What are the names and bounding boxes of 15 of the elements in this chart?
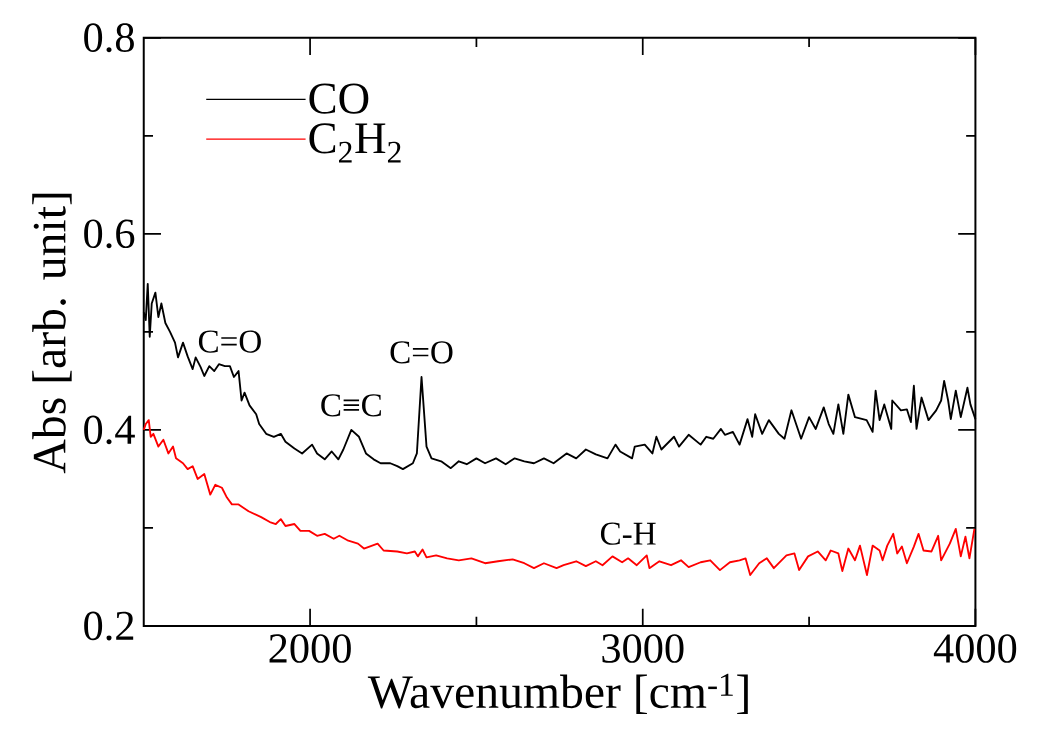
annotation: C=O	[198, 330, 261, 353]
x-tick-label: 3000	[602, 634, 684, 663]
annotation: C-H	[600, 522, 656, 545]
x-tick-label: 4000	[933, 634, 1017, 663]
y-tick-label: 0.8	[84, 23, 134, 53]
x-axis-title: Wavenumber [cm$^{-1}$]	[367, 673, 748, 714]
annotation: C=O	[390, 341, 453, 364]
legend-label: CO	[309, 83, 369, 114]
x-tick-label: 2000	[269, 634, 351, 663]
y-tick-label: 0.4	[84, 415, 135, 445]
y-tick-label: 0.2	[84, 611, 134, 641]
y-tick-label: 0.6	[84, 219, 135, 249]
y-axis-title: Abs [arb. unit]	[32, 193, 72, 474]
legend-label: C$_{2}$H$_{2}$	[309, 123, 401, 163]
annotation: C≡C	[321, 394, 381, 417]
